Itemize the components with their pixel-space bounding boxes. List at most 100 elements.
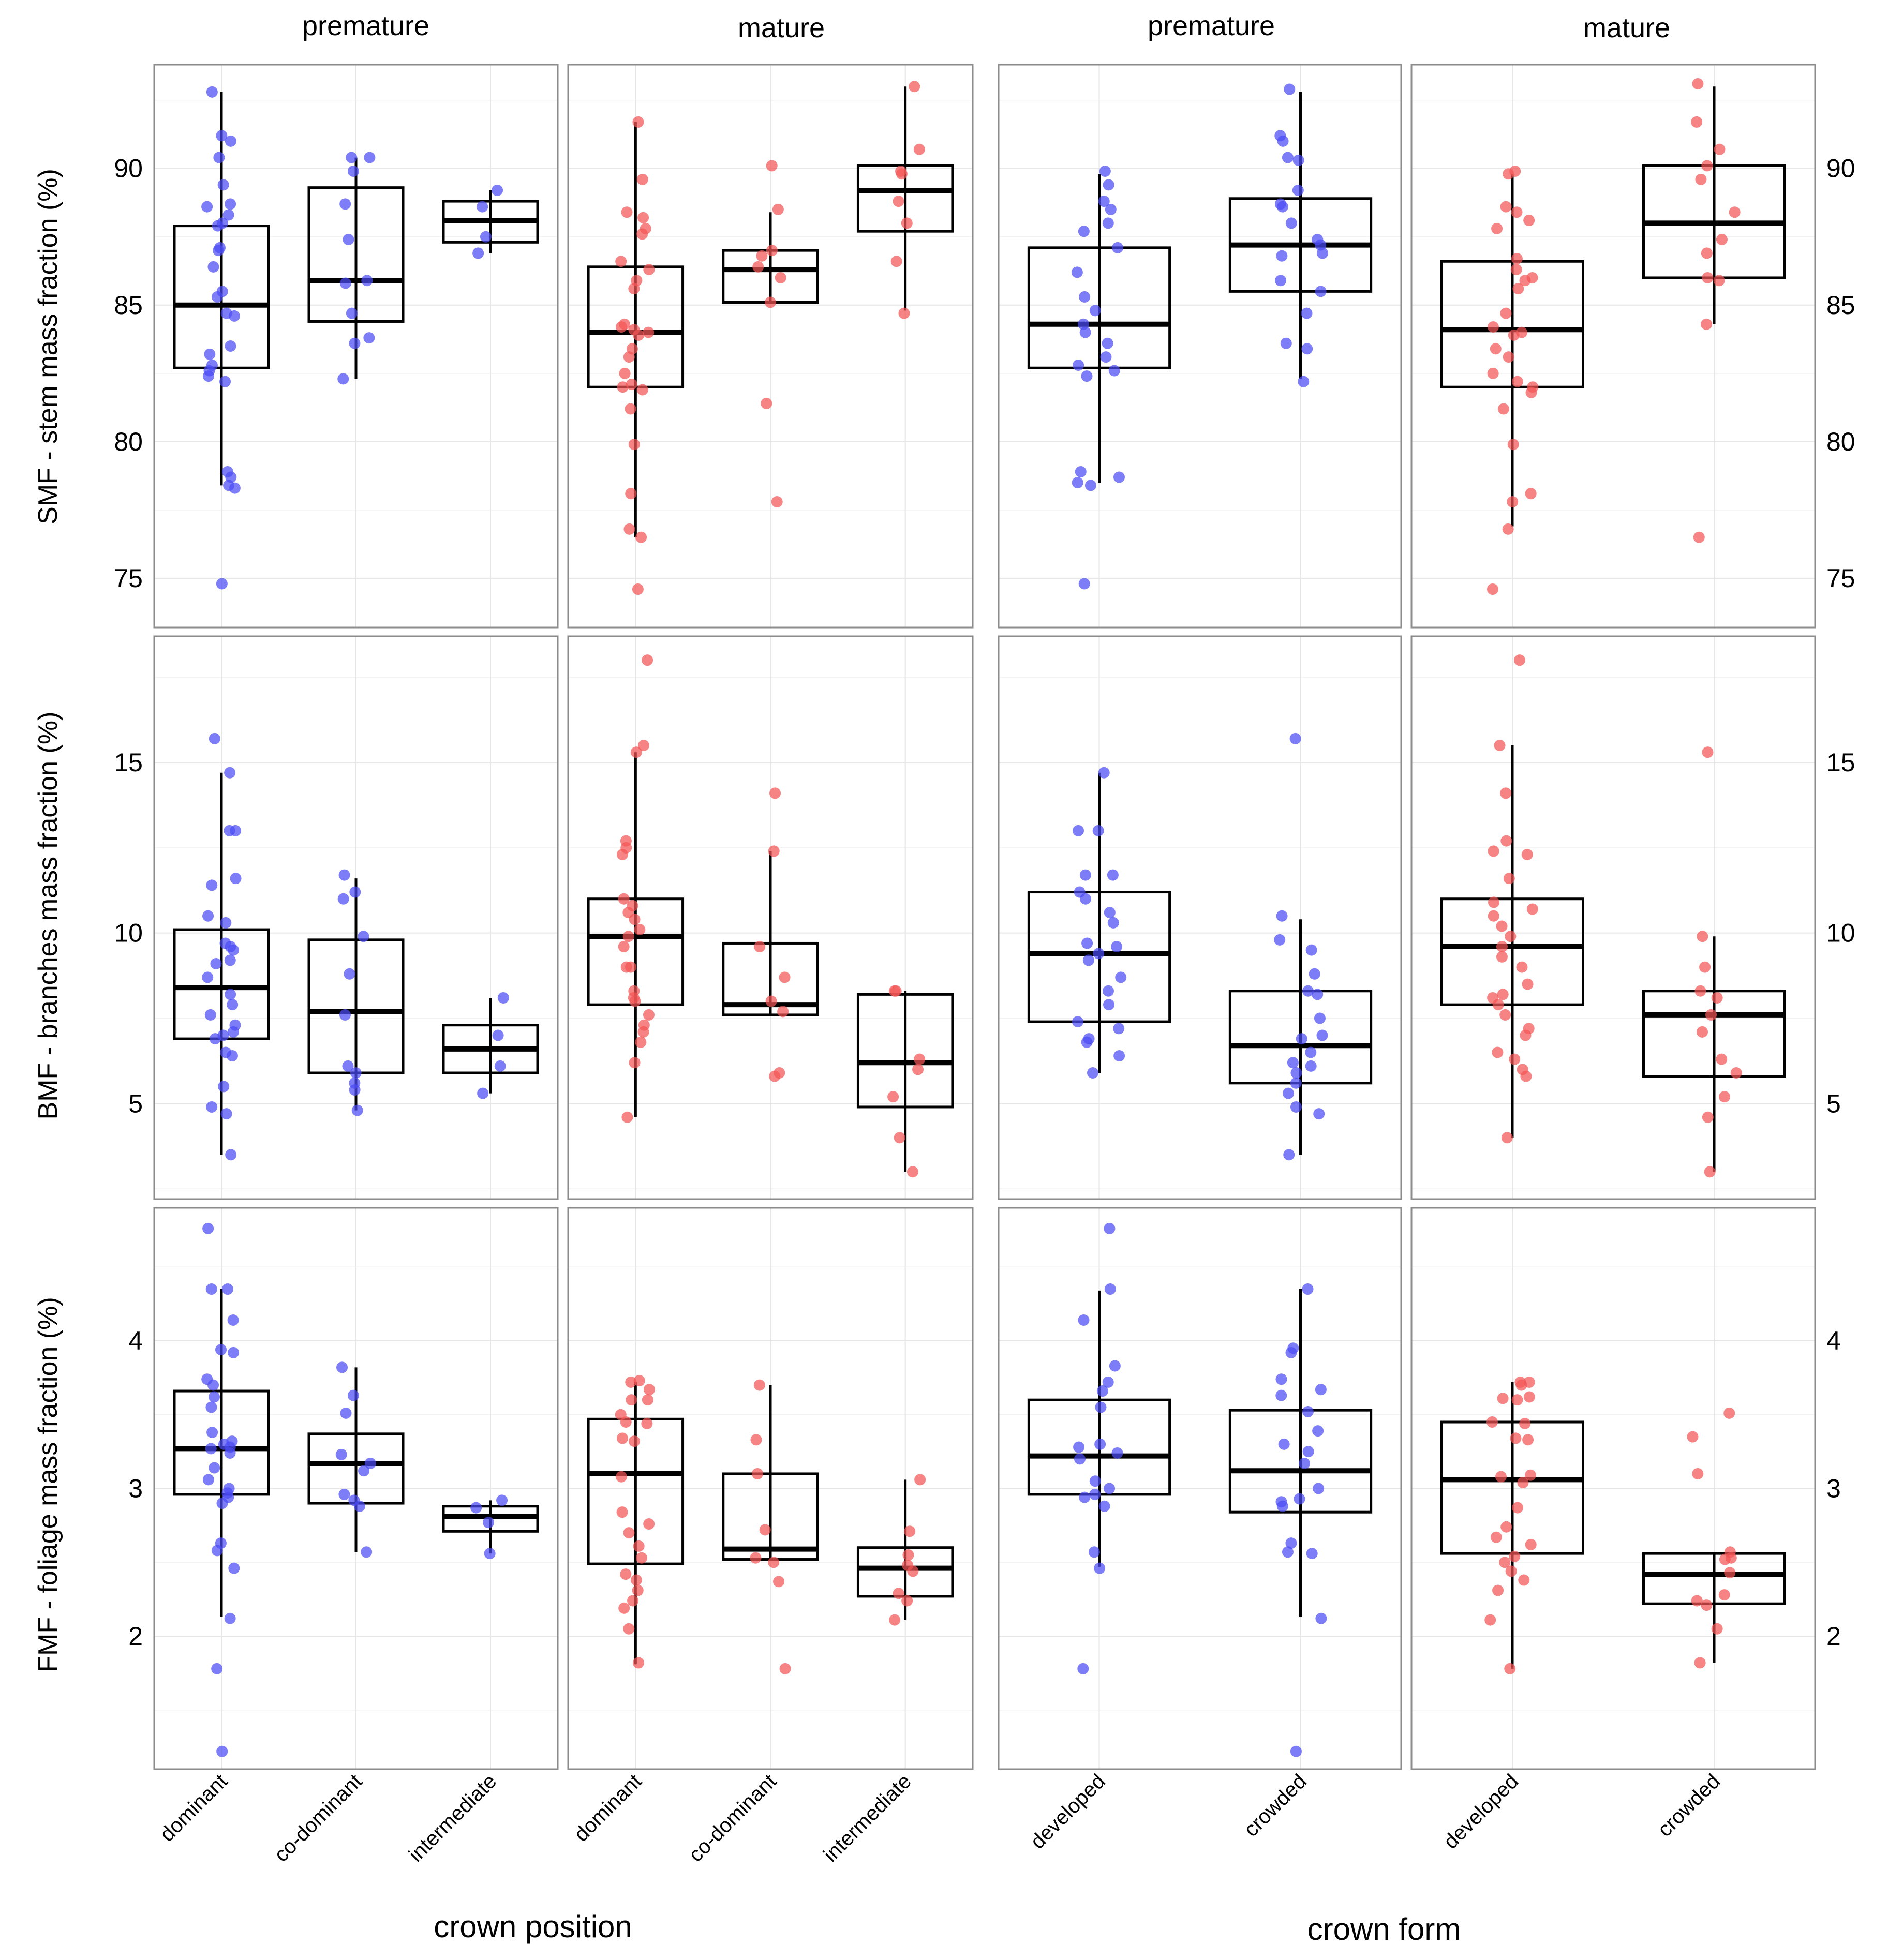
- data-point: [216, 1498, 228, 1509]
- data-point: [615, 1471, 627, 1483]
- data-point: [643, 264, 655, 276]
- data-point: [337, 373, 349, 385]
- data-point: [756, 250, 768, 262]
- data-point: [629, 1057, 641, 1069]
- y-tick-label: 10: [114, 919, 143, 948]
- data-point: [1515, 1379, 1527, 1391]
- data-point: [620, 1568, 632, 1580]
- data-point: [1716, 1053, 1728, 1065]
- data-point: [633, 1540, 645, 1552]
- panel: [998, 1207, 1402, 1770]
- data-point: [1522, 978, 1534, 990]
- box-iqr: [1642, 990, 1786, 1078]
- data-point: [1072, 1016, 1083, 1028]
- data-point: [204, 1009, 216, 1021]
- data-point: [338, 869, 350, 881]
- data-point: [364, 152, 376, 163]
- data-point: [625, 403, 636, 415]
- data-point: [1094, 1438, 1106, 1450]
- data-point: [202, 971, 214, 983]
- panel-border: [1410, 1207, 1816, 1770]
- data-point: [766, 160, 778, 172]
- data-point: [347, 165, 359, 177]
- data-point: [630, 746, 642, 758]
- panel-border: [567, 1207, 974, 1770]
- data-point: [769, 1070, 781, 1082]
- data-point: [1488, 845, 1499, 857]
- data-point: [206, 879, 218, 891]
- y-tick-label: 3: [128, 1474, 143, 1503]
- data-point: [1081, 1036, 1093, 1048]
- data-point: [1089, 1488, 1101, 1500]
- data-point: [893, 196, 904, 207]
- data-point: [625, 488, 637, 500]
- data-point: [633, 329, 645, 341]
- data-point: [621, 1111, 633, 1123]
- data-point: [1695, 173, 1707, 185]
- data-point: [1711, 992, 1723, 1004]
- data-point: [618, 1602, 630, 1614]
- data-point: [480, 231, 492, 243]
- data-point: [216, 578, 228, 590]
- panel: [1410, 64, 1816, 629]
- data-point: [1314, 1012, 1326, 1024]
- data-point: [1519, 275, 1531, 287]
- data-point: [623, 1527, 635, 1539]
- data-point: [227, 999, 239, 1011]
- data-point: [219, 376, 231, 387]
- data-point: [1525, 488, 1537, 500]
- x-axis-title-crown-position: crown position: [434, 1909, 632, 1944]
- data-point: [227, 1314, 239, 1326]
- data-point: [1509, 1053, 1521, 1065]
- data-point: [339, 1009, 351, 1021]
- data-point: [230, 873, 242, 885]
- panel-background: [999, 636, 1401, 1199]
- data-point: [1723, 1407, 1735, 1419]
- data-point: [337, 893, 349, 905]
- data-point: [1716, 234, 1728, 246]
- panel-background: [999, 65, 1401, 627]
- data-point: [477, 201, 488, 213]
- panel: [1410, 1207, 1816, 1770]
- data-point: [1302, 1283, 1314, 1295]
- data-point: [618, 941, 630, 953]
- data-point: [1511, 1502, 1523, 1514]
- data-point: [340, 1407, 352, 1419]
- data-point: [1512, 283, 1524, 295]
- box-iqr: [587, 1417, 685, 1565]
- y-tick-label-right: 10: [1826, 919, 1855, 948]
- data-point: [1103, 179, 1114, 191]
- data-point: [1104, 1483, 1116, 1494]
- data-point: [636, 384, 648, 396]
- data-point: [1702, 746, 1714, 758]
- data-point: [1511, 1394, 1523, 1406]
- data-point: [224, 1612, 236, 1624]
- panel-border: [998, 1207, 1402, 1770]
- data-point: [894, 1132, 905, 1144]
- data-point: [1525, 386, 1537, 398]
- data-point: [906, 1166, 918, 1178]
- panels-layer: [153, 64, 1816, 1770]
- data-point: [496, 1494, 508, 1506]
- data-point: [1312, 989, 1324, 1000]
- data-point: [1309, 968, 1320, 980]
- panel: [567, 64, 974, 629]
- y-tick-label: 90: [114, 154, 143, 183]
- data-point: [620, 961, 632, 973]
- data-point: [635, 1036, 647, 1048]
- data-point: [202, 1474, 214, 1486]
- data-point: [1109, 1360, 1121, 1372]
- data-point: [1704, 1166, 1716, 1178]
- data-point: [1502, 523, 1514, 535]
- data-point: [225, 340, 236, 352]
- data-point: [1290, 1077, 1302, 1089]
- data-point: [1315, 286, 1327, 297]
- data-point: [1497, 403, 1509, 415]
- data-point: [1729, 206, 1741, 218]
- strip-label-col3: premature: [1148, 10, 1275, 41]
- data-point: [752, 261, 764, 273]
- data-point: [1276, 1500, 1288, 1512]
- data-point: [1316, 247, 1328, 259]
- data-point: [213, 152, 225, 163]
- data-point: [216, 1745, 228, 1757]
